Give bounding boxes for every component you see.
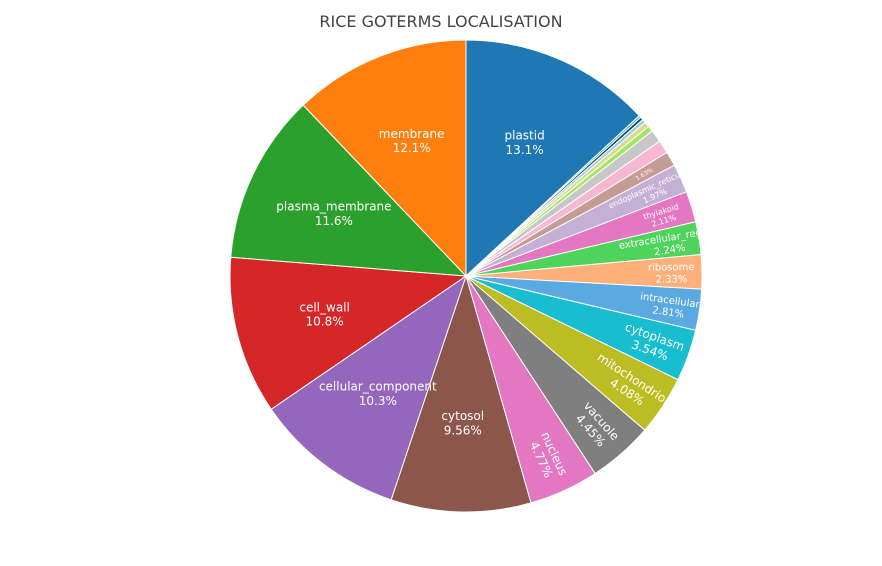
slice-label: plastid xyxy=(505,129,545,143)
pie-slice-plastid[interactable] xyxy=(465,39,640,278)
pie-slice-membrane[interactable] xyxy=(302,39,467,278)
slice-label: membrane xyxy=(379,127,445,141)
pie-slice-cell-wall[interactable] xyxy=(229,256,468,410)
pie-slice-cellular-component[interactable] xyxy=(270,274,467,501)
slice-percent: 10.3% xyxy=(359,394,397,408)
slice-percent: 10.8% xyxy=(306,315,344,329)
slice-percent: 9.56% xyxy=(444,423,482,437)
pie-slice-plasma-membrane[interactable] xyxy=(230,104,468,277)
slice-percent: 2.33% xyxy=(655,274,687,286)
chart-title: RICE GOTERMS LOCALISATION xyxy=(319,12,563,31)
slice-percent: 2.24% xyxy=(653,242,686,258)
slice-label: plasma_membrane xyxy=(276,200,391,214)
slice-label: cell_wall xyxy=(299,300,349,314)
slice-percent: 11.6% xyxy=(315,214,353,228)
pie-slice-cytosol[interactable] xyxy=(390,274,532,513)
slice-label: ribosome xyxy=(648,262,695,274)
slice-label: cytosol xyxy=(441,409,484,423)
slice-percent: 2.81% xyxy=(652,305,685,320)
slice-percent: 12.1% xyxy=(393,141,431,155)
slice-label: cellular_component xyxy=(319,379,437,393)
slice-percent: 13.1% xyxy=(506,143,544,157)
